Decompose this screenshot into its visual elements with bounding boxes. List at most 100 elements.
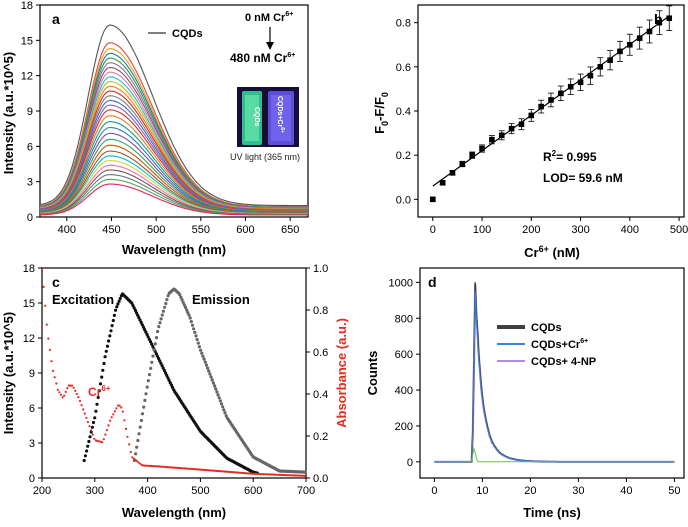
panel-c: 200 300 400 500 600 700 0 3 6 9 12 15 18 0.0 0.2 0.4 0.6… [1,263,349,520]
series-absorbance-point [115,407,118,410]
series-excitation-point [131,304,135,308]
series-absorbance-point [189,467,192,470]
panel-b-ytick-label: 0.8 [396,18,411,30]
vial-left-label: CQDs [253,107,260,127]
series-emission-point [223,411,227,415]
panel-d-ylabel: Counts [365,351,380,396]
series-absorbance-point [132,457,135,460]
series-absorbance-point [227,470,230,473]
series-absorbance-point [196,468,199,471]
data-point [439,179,446,186]
series-emission-point [156,329,160,334]
series-absorbance-point [154,465,158,468]
panel-c-xtick-label: 600 [244,485,262,497]
series-emission-point [165,298,169,302]
series-absorbance-point [142,464,145,467]
legend-label-cqds-cr: CQDs+Cr6+ [531,338,588,351]
panel-d-ticks: 0 10 20 30 40 50 0 200 400 600 800 1000 [389,277,681,497]
panel-c-xtick-label: 700 [297,485,315,497]
pl-spectrum [39,183,308,216]
series-excitation-point [105,344,110,348]
series-excitation-point [147,337,151,341]
series-excitation-point [104,349,108,353]
panel-c-curves [40,266,307,477]
panel-d-ytick-label: 800 [395,313,413,325]
panel-c-right-ytick-label: 0.0 [313,473,328,485]
series-absorbance-point [105,428,108,432]
series-emission-point [187,313,191,317]
panel-c-right-ytick-label: 1.0 [313,263,328,275]
series-excitation-point [87,439,91,444]
series-absorbance-point [273,473,276,476]
series-excitation-point [115,305,119,309]
series-absorbance-point [180,467,183,470]
series-excitation-point [118,296,122,301]
series-absorbance-point [177,466,180,469]
series-excitation-point [100,375,104,379]
series-absorbance-point [112,413,115,416]
data-point [587,72,594,79]
series-absorbance-point [123,419,126,422]
series-excitation-point [151,344,155,348]
series-emission-point [197,345,201,349]
series-absorbance-point [77,396,80,399]
series-excitation-point [159,361,163,365]
panel-b-frame [417,4,685,218]
series-absorbance-point [126,435,129,438]
series-absorbance-point [47,337,50,340]
data-point [459,161,466,167]
series-absorbance-point [128,443,131,446]
series-absorbance-point [82,408,85,411]
series-irf-line [434,446,675,463]
series-absorbance-point [124,427,128,430]
panel-d-xlabel: Time (ns) [523,505,581,520]
vial-inset: CQDs CQDs+Cr6+ UV light (365 nm) [230,87,300,162]
panel-b-ytick-label: 0.6 [396,62,411,74]
series-excitation-point [157,356,161,361]
series-emission-point [192,327,196,331]
series-excitation-point [94,409,98,413]
series-absorbance-point [90,429,93,432]
series-emission-point [140,412,145,416]
series-excitation-point [167,378,171,382]
series-excitation-point [161,366,165,370]
series-absorbance-point [135,460,139,463]
series-absorbance-point [118,404,121,407]
excitation-label: Excitation [52,292,114,307]
series-excitation-point [102,361,106,366]
series-emission-point [135,445,139,449]
series-excitation-point [132,306,136,310]
data-point [538,103,544,110]
series-absorbance-point [259,473,262,476]
series-emission-point [186,311,190,315]
panel-a-ticks: 400 450 500 550 600 650 0 3 6 9 12 15 18 [21,0,300,236]
series-absorbance-point [80,404,83,407]
series-emission-point [200,351,204,355]
panel-d-ytick-label: 400 [395,385,413,397]
series-emission-point [211,381,215,385]
series-absorbance-point [246,472,249,475]
lod-label: LOD= 59.6 nM [543,171,623,185]
panel-a-ytick-label: 6 [27,141,33,153]
panel-b-ylabel: F0-F/F0 [372,92,390,134]
series-absorbance-point [270,473,273,476]
series-emission-point [189,320,193,324]
series-excitation-point [143,328,147,332]
panel-b-xtick-label: 300 [571,224,589,236]
panel-a-ytick-label: 18 [21,0,33,12]
series-emission-point [196,341,200,345]
series-absorbance-point [148,464,151,467]
series-emission-point [147,373,152,377]
series-absorbance-point [91,433,94,436]
series-emission-point [204,363,208,367]
series-absorbance-point [278,473,281,476]
series-absorbance-point [116,404,120,407]
panel-c-xtick-label: 200 [33,485,51,497]
series-absorbance-point [216,469,219,473]
series-emission-point [208,372,212,376]
series-absorbance-point [237,471,240,474]
series-emission-point [214,387,218,391]
series-absorbance-point [107,424,110,427]
series-emission-point [180,298,184,302]
